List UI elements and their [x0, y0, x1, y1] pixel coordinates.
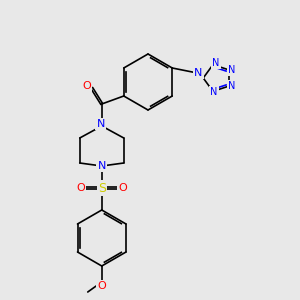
Text: N: N — [97, 119, 105, 129]
Text: O: O — [82, 81, 91, 91]
Text: N: N — [194, 68, 202, 78]
Text: O: O — [76, 183, 85, 193]
Text: N: N — [228, 65, 235, 75]
Text: N: N — [98, 161, 106, 171]
Text: N: N — [210, 87, 218, 97]
Text: O: O — [98, 281, 106, 291]
Text: N: N — [212, 58, 220, 68]
Text: S: S — [98, 182, 106, 194]
Text: N: N — [228, 81, 235, 91]
Text: O: O — [118, 183, 127, 193]
